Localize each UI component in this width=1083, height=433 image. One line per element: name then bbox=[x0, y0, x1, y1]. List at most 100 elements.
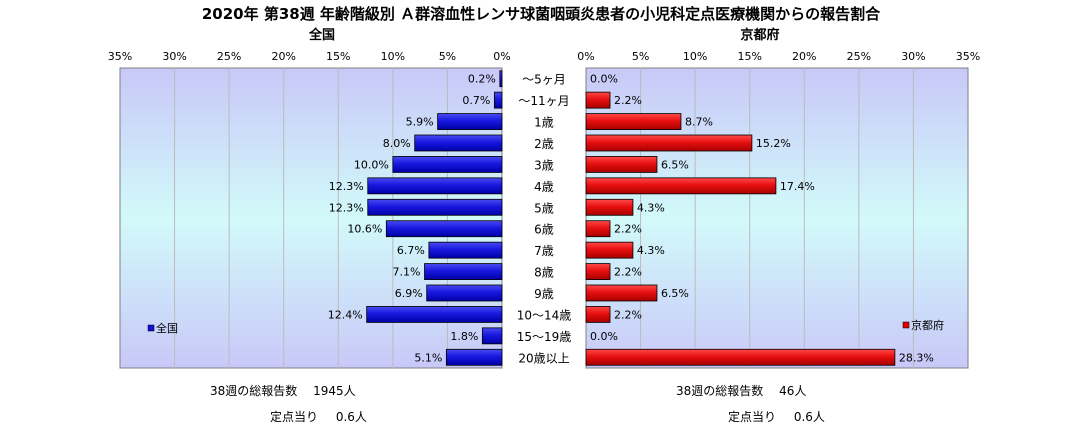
national-value-label: 12.4% bbox=[328, 308, 363, 321]
national-bar bbox=[426, 284, 503, 302]
right-total-row: 38週の総報告数 46人 bbox=[676, 382, 806, 399]
age-category-label: 20歳以上 bbox=[518, 351, 569, 365]
national-bar bbox=[367, 177, 503, 195]
age-category-label: 10～14歳 bbox=[517, 308, 572, 322]
national-value-label: 5.1% bbox=[414, 351, 442, 364]
national-value-label: 0.2% bbox=[468, 73, 496, 86]
left-x-tick-label: 10% bbox=[381, 50, 405, 63]
left-per-value: 0.6人 bbox=[335, 410, 367, 424]
left-x-tick-label: 35% bbox=[108, 50, 132, 63]
national-bar bbox=[385, 220, 503, 238]
kyoto-bar bbox=[585, 241, 634, 259]
kyoto-value-label: 28.3% bbox=[899, 351, 934, 364]
kyoto-series: 0.0% 2.2% 8.7% 15.2% 6.5% 17.4% 4.3% 2.2% 4.3% 2.… bbox=[585, 73, 934, 366]
national-value-label: 6.9% bbox=[395, 287, 423, 300]
age-category-label: 1歳 bbox=[534, 116, 554, 130]
right-panel-title: 京都府 bbox=[740, 27, 779, 43]
national-value-label: 8.0% bbox=[383, 137, 411, 150]
left-total-row: 38週の総報告数 1945人 bbox=[210, 382, 356, 399]
legend-kyoto: 京都府 bbox=[902, 318, 944, 332]
kyoto-value-label: 15.2% bbox=[756, 137, 791, 150]
left-per-row: 定点当り 0.6人 bbox=[270, 408, 367, 425]
age-category-label: ～11ヶ月 bbox=[518, 94, 569, 108]
kyoto-bar bbox=[585, 91, 611, 109]
right-total-value: 46人 bbox=[779, 384, 807, 398]
national-bar bbox=[424, 263, 503, 280]
age-category-label: 8歳 bbox=[534, 266, 554, 280]
national-value-label: 10.0% bbox=[354, 158, 389, 171]
legend-kyoto-label: 京都府 bbox=[911, 318, 944, 332]
right-x-tick-label: 30% bbox=[901, 50, 925, 63]
age-category-label: 6歳 bbox=[534, 223, 554, 237]
kyoto-value-label: 2.2% bbox=[614, 308, 642, 321]
national-value-label: 12.3% bbox=[329, 180, 364, 193]
kyoto-bar bbox=[585, 177, 777, 195]
kyoto-bar bbox=[585, 263, 611, 280]
national-value-label: 0.7% bbox=[462, 94, 490, 107]
right-total-label: 38週の総報告数 bbox=[676, 384, 764, 398]
age-category-label: 2歳 bbox=[534, 137, 554, 151]
age-category-label: ～5ヶ月 bbox=[522, 73, 566, 87]
chart-title: 2020年 第38週 年齢階級別 Ａ群溶血性レンサ球菌咽頭炎患者の小児科定点医療… bbox=[202, 5, 881, 23]
age-category-label: 15～19歳 bbox=[517, 330, 572, 344]
left-total-value: 1945人 bbox=[313, 384, 356, 398]
national-value-label: 5.9% bbox=[406, 116, 434, 129]
national-series: 0.2% 0.7% 5.9% 8.0% 10.0% 12.3% 12.3% 10.6% 6.7%… bbox=[328, 70, 503, 366]
kyoto-bar bbox=[585, 220, 611, 238]
kyoto-value-label: 0.0% bbox=[590, 330, 618, 343]
age-category-label: 5歳 bbox=[534, 201, 554, 215]
kyoto-bar bbox=[585, 348, 896, 366]
national-bar bbox=[499, 70, 503, 88]
legend-kyoto-swatch bbox=[902, 321, 910, 329]
legend-national-swatch bbox=[147, 324, 155, 332]
right-per-value: 0.6人 bbox=[793, 410, 825, 424]
national-bar bbox=[392, 156, 503, 173]
left-x-tick-label: 20% bbox=[271, 50, 295, 63]
right-x-tick-label: 35% bbox=[956, 50, 980, 63]
kyoto-value-label: 8.7% bbox=[685, 116, 713, 129]
national-value-label: 10.6% bbox=[347, 223, 382, 236]
legend-national: 全国 bbox=[147, 321, 178, 335]
kyoto-value-label: 4.3% bbox=[637, 201, 665, 214]
national-bar bbox=[367, 198, 503, 216]
left-x-tick-label: 5% bbox=[439, 50, 456, 63]
national-value-label: 6.7% bbox=[397, 244, 425, 257]
left-x-tick-label: 25% bbox=[217, 50, 241, 63]
right-x-axis-ticks: 0% 5% 10% 15% 20% 25% 30% 35% bbox=[577, 50, 980, 63]
left-per-label: 定点当り bbox=[270, 410, 319, 424]
kyoto-bar bbox=[585, 156, 658, 173]
kyoto-value-label: 2.2% bbox=[614, 94, 642, 107]
age-category-label: 4歳 bbox=[534, 180, 554, 194]
right-x-tick-label: 0% bbox=[577, 50, 594, 63]
right-x-tick-label: 5% bbox=[632, 50, 649, 63]
age-category-label: 9歳 bbox=[534, 287, 554, 301]
right-x-tick-label: 10% bbox=[683, 50, 707, 63]
left-x-tick-label: 15% bbox=[326, 50, 350, 63]
age-category-label: 3歳 bbox=[534, 158, 554, 172]
kyoto-value-label: 6.5% bbox=[661, 287, 689, 300]
kyoto-bar bbox=[585, 306, 611, 323]
national-bar bbox=[493, 91, 503, 109]
left-x-axis-ticks: 35% 30% 25% 20% 15% 10% 5% 0% bbox=[108, 50, 511, 63]
age-category-labels: ～5ヶ月 ～11ヶ月 1歳 2歳 3歳 4歳 5歳 6歳 7歳 8歳 9歳 10～14歳 15～19歳 2… bbox=[517, 73, 572, 366]
national-value-label: 12.3% bbox=[329, 201, 364, 214]
national-bar bbox=[437, 113, 503, 130]
left-panel-title: 全国 bbox=[308, 27, 335, 43]
left-x-tick-label: 0% bbox=[493, 50, 510, 63]
kyoto-bar bbox=[585, 134, 753, 152]
kyoto-bar bbox=[585, 198, 634, 216]
national-bar bbox=[366, 306, 503, 323]
kyoto-bar bbox=[585, 113, 682, 130]
kyoto-value-label: 2.2% bbox=[614, 223, 642, 236]
kyoto-value-label: 2.2% bbox=[614, 266, 642, 279]
right-per-label: 定点当り bbox=[728, 410, 777, 424]
kyoto-bar bbox=[585, 284, 658, 302]
national-bar bbox=[445, 348, 503, 366]
age-category-label: 7歳 bbox=[534, 244, 554, 258]
kyoto-value-label: 17.4% bbox=[780, 180, 815, 193]
right-x-tick-label: 25% bbox=[847, 50, 871, 63]
left-total-label: 38週の総報告数 bbox=[210, 384, 298, 398]
kyoto-value-label: 4.3% bbox=[637, 244, 665, 257]
